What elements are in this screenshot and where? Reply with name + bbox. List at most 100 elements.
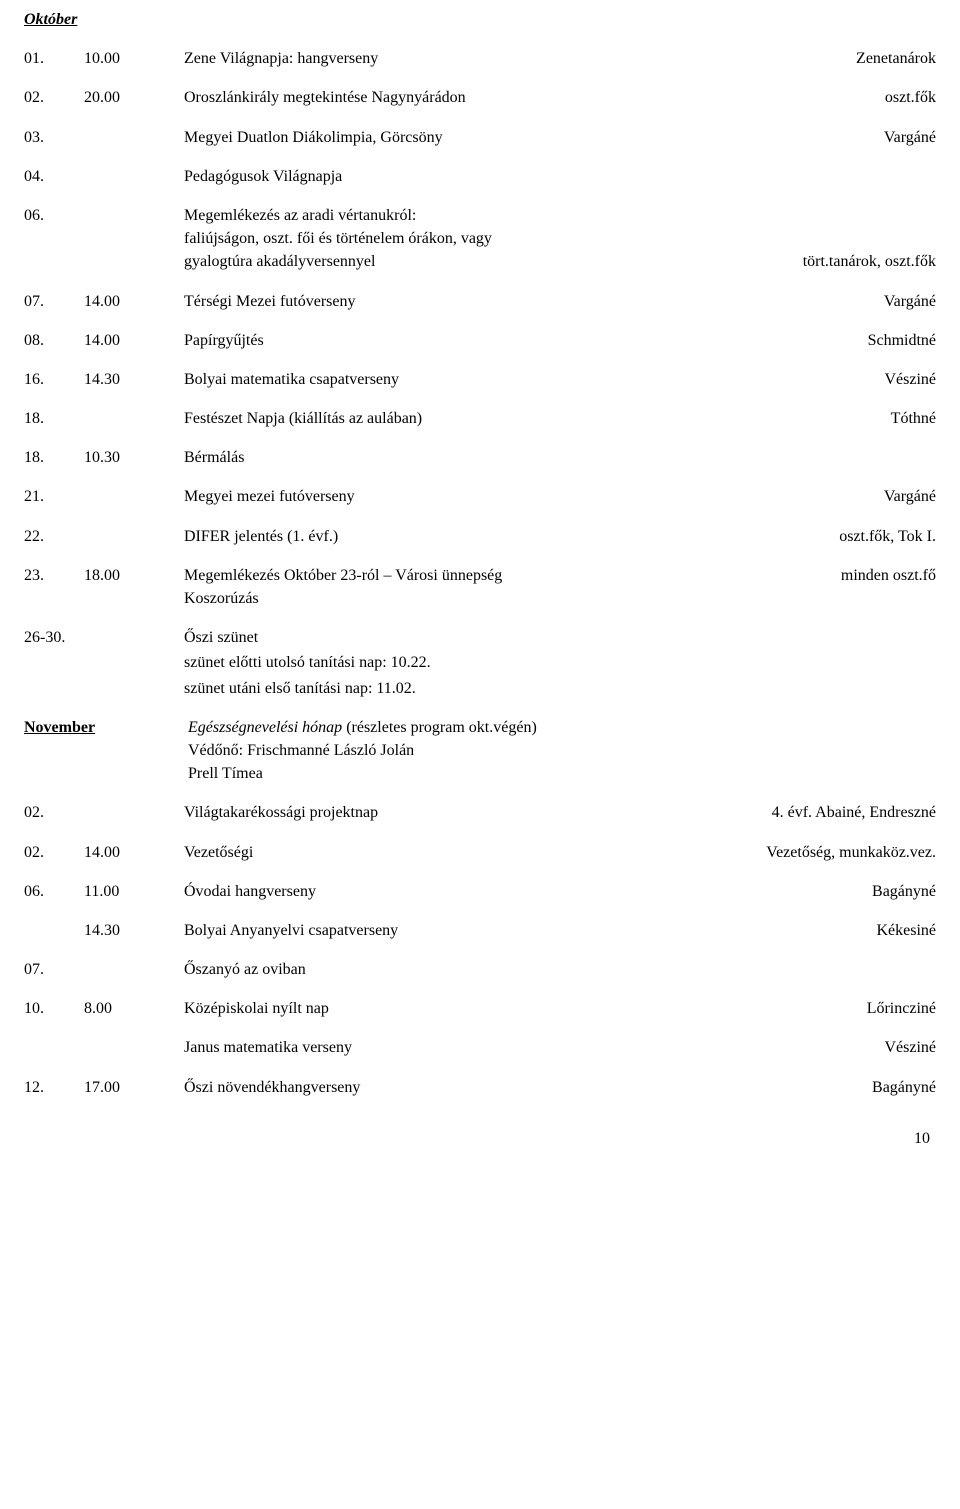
time-cell: 10.00 <box>84 47 184 70</box>
desc-cell: Papírgyűjtés <box>184 329 868 352</box>
time-cell: 17.00 <box>84 1076 184 1099</box>
desc-cell: Világtakarékossági projektnap <box>184 801 772 824</box>
schedule-row: 08. 14.00 Papírgyűjtés Schmidtné <box>24 329 936 352</box>
day-cell: 08. <box>24 329 84 352</box>
schedule-row: 01. 10.00 Zene Világnapja: hangverseny Z… <box>24 47 936 70</box>
schedule-row: 02. Világtakarékossági projektnap 4. évf… <box>24 801 936 824</box>
schedule-row: 07. Őszanyó az oviban <box>24 958 936 981</box>
desc-cell: Vezetőségi <box>184 841 766 864</box>
schedule-row: 06. 11.00 Óvodai hangverseny Bagányné <box>24 880 936 903</box>
day-cell: 18. <box>24 446 84 469</box>
day-cell: 07. <box>24 290 84 313</box>
november-line3: Prell Tímea <box>188 765 263 782</box>
desc-cell: Megyei mezei futóverseny <box>184 485 884 508</box>
november-heading-block: November Egészségnevelési hónap (részlet… <box>24 716 936 786</box>
desc-cell: Őszanyó az oviban <box>184 958 936 981</box>
desc-cell: Pedagógusok Világnapja <box>184 165 936 188</box>
time-cell: 11.00 <box>84 880 184 903</box>
day-cell: 04. <box>24 165 84 188</box>
resp-cell: Tóthné <box>891 407 936 430</box>
day-cell: 02. <box>24 801 84 824</box>
desc-cell: Középiskolai nyílt nap <box>184 997 867 1020</box>
day-cell: 07. <box>24 958 84 981</box>
break-note-line: szünet utáni első tanítási nap: 11.02. <box>24 677 936 700</box>
day-cell: 02. <box>24 86 84 109</box>
resp-cell: Bagányné <box>872 880 936 903</box>
schedule-row: 21. Megyei mezei futóverseny Vargáné <box>24 485 936 508</box>
day-cell: 06. <box>24 204 84 227</box>
resp-cell: Schmidtné <box>868 329 936 352</box>
schedule-row: Janus matematika verseny Vésziné <box>24 1036 936 1059</box>
desc-cell: Megyei Duatlon Diákolimpia, Görcsöny <box>184 126 884 149</box>
desc-cell: Janus matematika verseny <box>184 1036 884 1059</box>
time-cell: 14.00 <box>84 841 184 864</box>
day-cell: 21. <box>24 485 84 508</box>
desc-cell: DIFER jelentés (1. évf.) <box>184 525 839 548</box>
desc-line: Koszorúzás <box>184 587 817 610</box>
resp-cell: Vargáné <box>884 126 936 149</box>
resp-cell: Vezetőség, munkaköz.vez. <box>766 841 936 864</box>
day-cell: 16. <box>24 368 84 391</box>
time-cell: 14.30 <box>84 919 184 942</box>
schedule-row: 23. 18.00 Megemlékezés Október 23-ról – … <box>24 564 936 610</box>
day-cell: 01. <box>24 47 84 70</box>
schedule-row: 12. 17.00 Őszi növendékhangverseny Bagán… <box>24 1076 936 1099</box>
schedule-row: 02. 20.00 Oroszlánkirály megtekintése Na… <box>24 86 936 109</box>
november-line2: Védőnő: Frischmanné László Jolán <box>188 742 414 759</box>
schedule-row: 18. 10.30 Bérmálás <box>24 446 936 469</box>
november-title-italic: Egészségnevelési hónap <box>188 719 342 736</box>
desc-cell: Térségi Mezei futóverseny <box>184 290 884 313</box>
schedule-row: 14.30 Bolyai Anyanyelvi csapatverseny Ké… <box>24 919 936 942</box>
day-cell: 06. <box>24 880 84 903</box>
schedule-row: 07. 14.00 Térségi Mezei futóverseny Varg… <box>24 290 936 313</box>
break-note-line: szünet előtti utolsó tanítási nap: 10.22… <box>24 651 936 674</box>
desc-cell: Oroszlánkirály megtekintése Nagynyárádon <box>184 86 885 109</box>
schedule-row: 22. DIFER jelentés (1. évf.) oszt.fők, T… <box>24 525 936 548</box>
resp-cell: oszt.fők <box>885 86 936 109</box>
time-cell: 14.00 <box>84 329 184 352</box>
desc-line: Megemlékezés az aradi vértanukról: <box>184 204 779 227</box>
november-title-rest: (részletes program okt.végén) <box>342 719 537 736</box>
resp-cell: Vésziné <box>884 1036 936 1059</box>
schedule-row: 26-30. Őszi szünet <box>24 626 936 649</box>
resp-cell: Bagányné <box>872 1076 936 1099</box>
desc-line: gyalogtúra akadályversennyel <box>184 250 779 273</box>
desc-cell: Őszi szünet <box>184 626 936 649</box>
resp-cell: oszt.fők, Tok I. <box>839 525 936 548</box>
time-cell: 14.00 <box>84 290 184 313</box>
day-cell: 18. <box>24 407 84 430</box>
desc-cell: Bérmálás <box>184 446 936 469</box>
desc-line: Megemlékezés Október 23-ról – Városi ünn… <box>184 564 817 587</box>
schedule-row: 02. 14.00 Vezetőségi Vezetőség, munkaköz… <box>24 841 936 864</box>
resp-cell: minden oszt.fő <box>841 564 936 587</box>
november-heading: November <box>24 716 184 739</box>
day-cell: 10. <box>24 997 84 1020</box>
desc-cell: Megemlékezés Október 23-ról – Városi ünn… <box>184 564 841 610</box>
page-number: 10 <box>24 1127 936 1150</box>
desc-cell: Őszi növendékhangverseny <box>184 1076 872 1099</box>
schedule-row: 03. Megyei Duatlon Diákolimpia, Görcsöny… <box>24 126 936 149</box>
time-cell: 18.00 <box>84 564 184 587</box>
resp-cell: Vésziné <box>884 368 936 391</box>
day-cell: 26-30. <box>24 626 104 649</box>
resp-cell: Vargáné <box>884 485 936 508</box>
schedule-row: 18. Festészet Napja (kiállítás az aulába… <box>24 407 936 430</box>
day-cell: 22. <box>24 525 84 548</box>
resp-cell: Lőrincziné <box>867 997 936 1020</box>
desc-cell: Megemlékezés az aradi vértanukról: faliú… <box>184 204 803 274</box>
day-cell: 03. <box>24 126 84 149</box>
schedule-row: 06. Megemlékezés az aradi vértanukról: f… <box>24 204 936 274</box>
resp-cell: 4. évf. Abainé, Endreszné <box>772 801 936 824</box>
resp-cell: Zenetanárok <box>856 47 936 70</box>
time-cell: 8.00 <box>84 997 184 1020</box>
resp-cell: Vargáné <box>884 290 936 313</box>
desc-line: faliújságon, oszt. fői és történelem órá… <box>184 227 779 250</box>
october-heading: Október <box>24 8 936 31</box>
schedule-row: 16. 14.30 Bolyai matematika csapatversen… <box>24 368 936 391</box>
desc-cell: Zene Világnapja: hangverseny <box>184 47 856 70</box>
day-cell: 02. <box>24 841 84 864</box>
desc-cell: Bolyai Anyanyelvi csapatverseny <box>184 919 876 942</box>
desc-cell: Festészet Napja (kiállítás az aulában) <box>184 407 891 430</box>
day-cell: 23. <box>24 564 84 587</box>
desc-cell: Bolyai matematika csapatverseny <box>184 368 884 391</box>
